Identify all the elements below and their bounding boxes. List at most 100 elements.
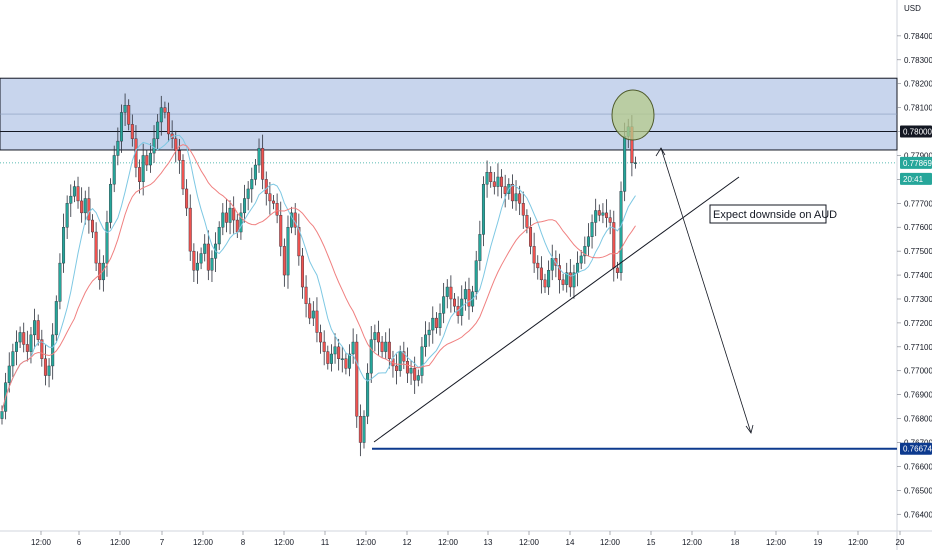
candle-body xyxy=(521,203,525,216)
candle xyxy=(344,352,348,375)
candle-body xyxy=(47,365,51,376)
candle-body xyxy=(449,286,453,300)
candle-body xyxy=(478,234,482,261)
candle xyxy=(239,203,243,240)
candle xyxy=(518,185,522,216)
candle-body xyxy=(373,332,377,340)
highlight-ellipse[interactable] xyxy=(611,89,655,141)
candle-body xyxy=(420,346,424,376)
x-tick-label: 12:00 xyxy=(682,538,703,547)
candle-body xyxy=(105,222,109,264)
candle-body xyxy=(308,303,312,319)
x-tick-label: 12:00 xyxy=(110,538,131,547)
candle xyxy=(424,321,428,357)
candle-body xyxy=(297,227,301,257)
candle-body xyxy=(159,107,163,123)
candle-body xyxy=(177,150,181,161)
candle xyxy=(565,262,569,293)
candle xyxy=(340,347,344,373)
candle-body xyxy=(282,246,286,276)
candle-body xyxy=(279,215,283,247)
annotation-box[interactable]: Expect downside on AUD xyxy=(709,204,837,224)
candle xyxy=(40,329,44,367)
candle-body xyxy=(210,258,214,271)
candle-body xyxy=(438,313,442,328)
candle xyxy=(228,200,232,235)
trend-line[interactable] xyxy=(373,176,740,443)
candle-body xyxy=(395,365,399,371)
candle-body xyxy=(54,301,58,336)
candle xyxy=(25,330,29,362)
candle xyxy=(445,279,449,309)
candle xyxy=(601,203,605,224)
candle xyxy=(130,114,134,147)
candle xyxy=(554,250,558,278)
downside-arrow[interactable] xyxy=(655,147,754,434)
candle-body xyxy=(539,267,543,281)
candle xyxy=(351,328,355,364)
candle xyxy=(355,334,359,428)
candle-body xyxy=(243,198,247,214)
candle xyxy=(492,171,496,195)
candle-body xyxy=(576,262,580,273)
candle-body xyxy=(217,227,221,245)
candle xyxy=(384,332,388,360)
candle-body xyxy=(557,265,561,281)
candle-body xyxy=(565,272,569,285)
candle-body xyxy=(387,341,391,359)
candle xyxy=(514,180,518,211)
candle xyxy=(590,214,594,249)
currency-label: USD xyxy=(904,4,921,13)
candle xyxy=(597,204,601,222)
candle xyxy=(496,163,500,197)
candle-body xyxy=(615,267,619,273)
candle xyxy=(510,174,514,209)
candle-body xyxy=(300,255,304,288)
candle-body xyxy=(130,124,134,139)
candle xyxy=(315,297,319,343)
candle xyxy=(210,250,214,283)
candle-body xyxy=(246,188,250,199)
y-tick-label: 0.77500 xyxy=(904,247,932,256)
candle-body xyxy=(431,317,435,331)
candle-body xyxy=(116,140,120,156)
candle xyxy=(605,199,609,228)
candle-body xyxy=(181,160,185,190)
candle xyxy=(148,143,152,173)
candle-body xyxy=(152,138,156,154)
price-axis[interactable]: 0.78400 0.78300 0.78200 0.78100 0.78000 0.779… xyxy=(897,4,932,519)
candle xyxy=(127,99,131,131)
candle-body xyxy=(206,243,210,271)
candle-body xyxy=(337,346,341,359)
candle-body xyxy=(518,193,522,204)
candle-body xyxy=(601,212,605,216)
time-axis[interactable]: 12:00 6 12:00 7 12:00 8 12:00 11 12:00 12 12:00 13 1… xyxy=(31,531,905,547)
candle-body xyxy=(192,250,196,271)
candle xyxy=(311,301,315,327)
candle-body xyxy=(474,260,478,293)
candle xyxy=(485,160,489,198)
x-tick-label: 12:00 xyxy=(766,538,787,547)
candle-body xyxy=(369,339,373,374)
candle-body xyxy=(65,203,69,228)
candle xyxy=(185,179,189,216)
candle-body xyxy=(329,353,333,364)
candle xyxy=(87,186,91,234)
candle xyxy=(572,264,576,299)
candle-body xyxy=(424,334,428,348)
candle xyxy=(319,324,323,354)
candle-body xyxy=(141,155,145,182)
x-tick-label: 12:00 xyxy=(438,538,459,547)
candle xyxy=(65,195,69,239)
candle-body xyxy=(7,365,11,383)
candle-body xyxy=(36,320,40,340)
candle-body xyxy=(416,375,420,381)
candle xyxy=(474,250,478,300)
candle xyxy=(583,236,587,264)
candle-body xyxy=(69,195,73,204)
candle xyxy=(449,275,453,313)
candle xyxy=(543,273,547,294)
candle xyxy=(322,330,326,366)
candle xyxy=(366,363,370,425)
